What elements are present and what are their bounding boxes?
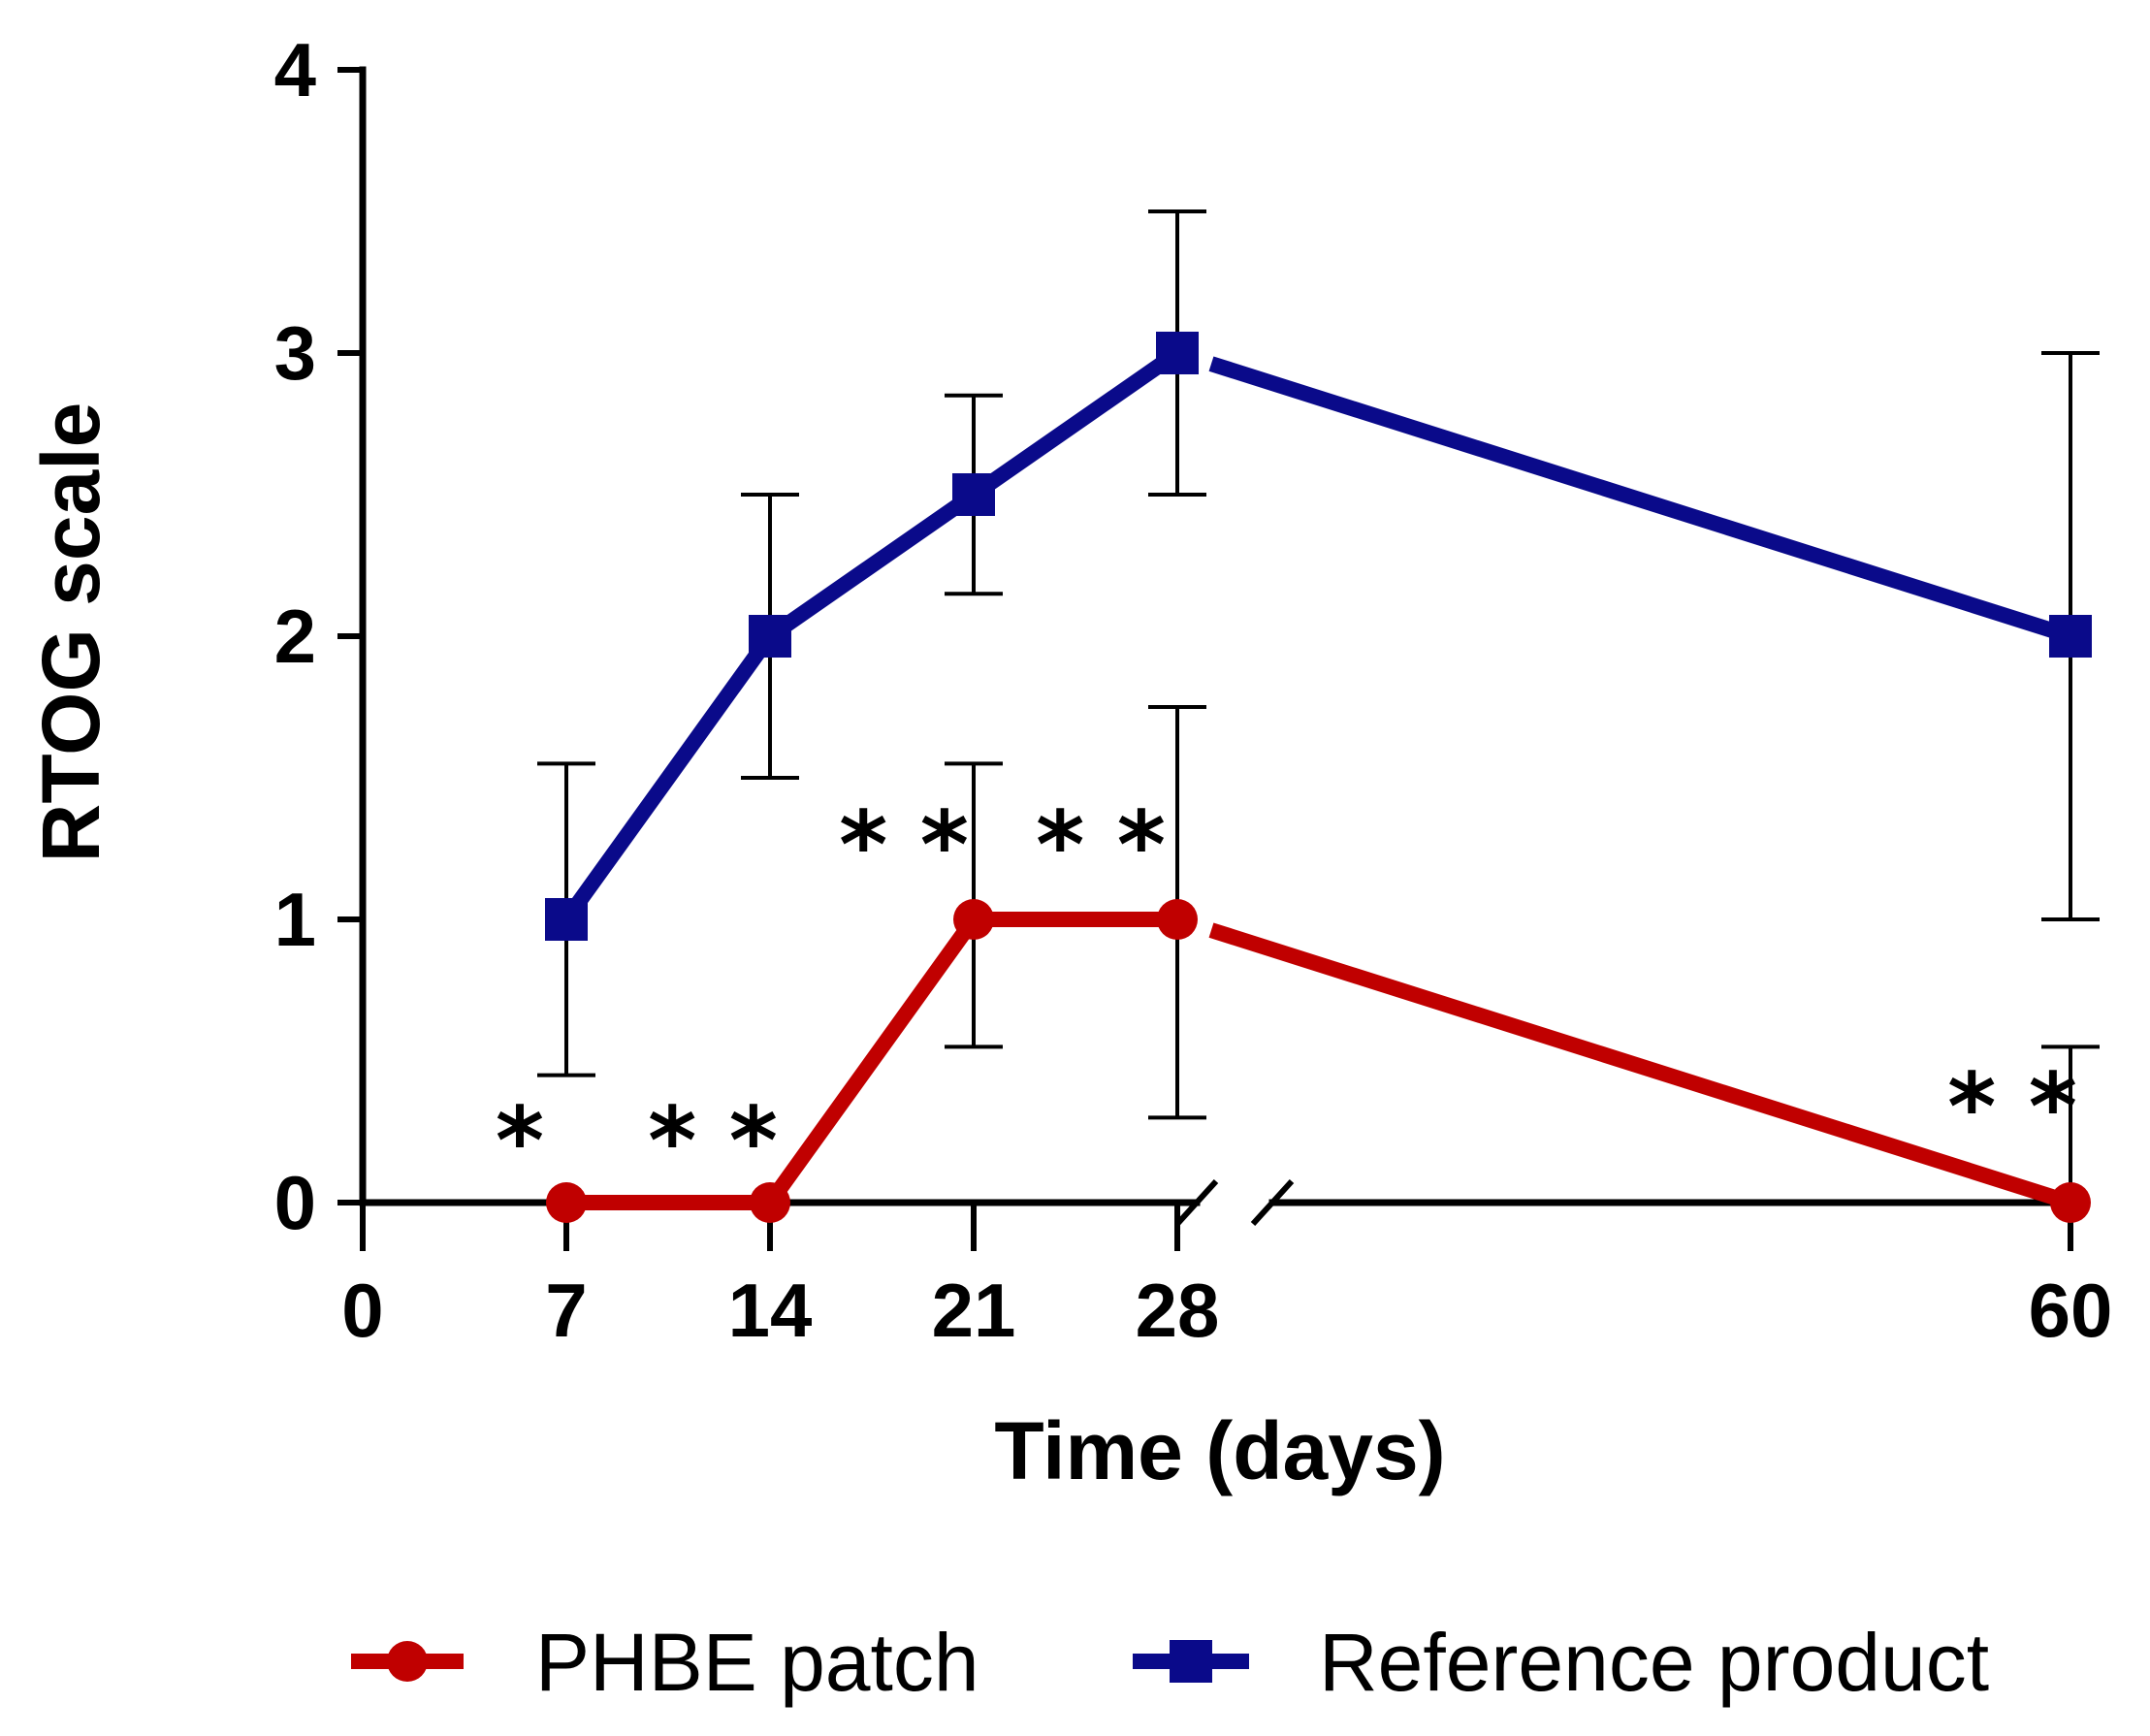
phbe-patch-point [953, 899, 994, 940]
x-tick-label: 0 [341, 1268, 383, 1353]
legend-phbe-patch-marker [387, 1641, 428, 1682]
significance-label: * * [1036, 791, 1166, 900]
significance-label: * * [839, 791, 969, 900]
reference-product-point [952, 473, 995, 516]
legend-reference-product-marker [1170, 1640, 1212, 1683]
phbe-patch-point [2050, 1182, 2091, 1223]
y-tick-label: 1 [274, 877, 316, 962]
y-tick-label: 0 [274, 1160, 316, 1245]
y-tick-label: 3 [274, 310, 316, 396]
series-markers [545, 332, 2092, 1223]
x-tick-label: 7 [545, 1268, 587, 1353]
y-tick-label: 4 [274, 27, 316, 113]
axis-break-mark-right [1250, 1178, 1295, 1227]
axis-break-mark-left [1174, 1178, 1219, 1227]
phbe-patch-point [750, 1182, 790, 1223]
reference-product-point [545, 898, 588, 941]
reference-product-line-left [560, 346, 1182, 924]
legend: PHBE patch Reference product [351, 1617, 1989, 1708]
y-tick-label: 2 [274, 594, 316, 679]
x-axis-title: Time (days) [994, 1405, 1445, 1496]
x-tick-label: 21 [932, 1268, 1016, 1353]
significance-label: * * [648, 1087, 778, 1196]
x-tick-label: 28 [1136, 1268, 1220, 1353]
reference-product-line-right [1208, 356, 2073, 644]
phbe-patch-point [546, 1182, 587, 1223]
legend-phbe-patch-label: PHBE patch [535, 1617, 979, 1708]
phbe-patch-line-left [566, 912, 1177, 1210]
phbe-patch-point [1157, 899, 1198, 940]
significance-annotations: * * * * * * * * * [496, 791, 2077, 1196]
reference-product-point [749, 615, 791, 658]
series-lines [560, 346, 2073, 1210]
error-bars [537, 209, 2100, 1203]
axes: 0 1 2 3 4 0 7 14 21 28 60 Time (days) RTOG scale [25, 27, 2112, 1496]
phbe-patch-line-right [1208, 922, 2073, 1210]
x-tick-label: 14 [728, 1268, 813, 1353]
reference-product-point [1156, 332, 1199, 374]
legend-reference-product-label: Reference product [1319, 1617, 1989, 1708]
significance-label: * * [1947, 1053, 2077, 1162]
y-axis-title: RTOG scale [25, 402, 116, 863]
reference-product-point [2049, 615, 2092, 658]
significance-label: * [496, 1087, 544, 1196]
x-tick-label: 60 [2029, 1268, 2113, 1353]
